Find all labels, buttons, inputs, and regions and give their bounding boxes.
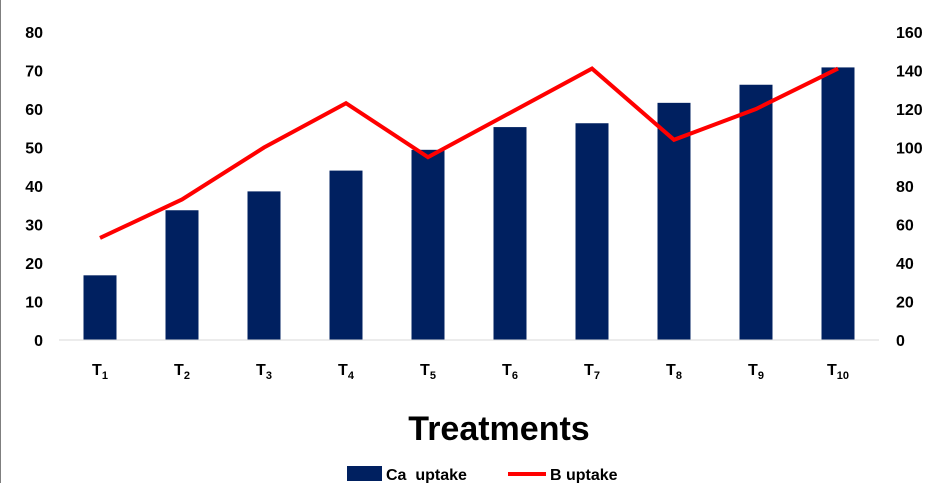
left-axis-tick-label: 20	[25, 256, 43, 273]
b-uptake-line	[99, 66, 839, 240]
x-axis-category-label: T5	[420, 362, 436, 382]
ca-uptake-bar	[493, 127, 527, 340]
legend-b-uptake-label: B uptake	[550, 467, 618, 483]
right-axis-tick-label: 0	[896, 333, 905, 350]
right-axis-tick-label: 20	[896, 295, 914, 312]
left-axis-tick-label: 30	[25, 218, 43, 235]
b-uptake-line-series	[99, 66, 839, 240]
x-axis-category-label: T1	[92, 362, 108, 382]
left-axis-tick-label: 10	[25, 295, 43, 312]
x-axis-category-label: T7	[584, 362, 600, 382]
right-axis-ticks: 0 20 40 60 80 100 120 140 160	[896, 25, 923, 350]
x-axis-category-label: T4	[338, 362, 355, 382]
left-axis-tick-label: 40	[25, 179, 43, 196]
right-axis-tick-label: 60	[896, 218, 914, 235]
left-axis-tick-label: 70	[25, 64, 43, 81]
x-axis-category-label: T3	[256, 362, 272, 382]
ca-uptake-bar	[83, 275, 117, 340]
right-axis-tick-label: 120	[896, 102, 923, 119]
x-axis-category-label: T2	[174, 362, 190, 382]
x-axis-category-label: T6	[502, 362, 518, 382]
right-axis-tick-label: 160	[896, 25, 923, 42]
x-axis-category-label: T8	[666, 362, 682, 382]
left-axis-tick-label: 0	[34, 333, 43, 350]
ca-uptake-bar	[657, 102, 691, 340]
x-axis-category-label: T10	[827, 362, 849, 382]
ca-uptake-bar	[247, 191, 281, 340]
x-axis-category-label: T9	[748, 362, 764, 382]
legend: Ca uptake B uptake	[347, 466, 618, 483]
left-axis-tick-label: 60	[25, 102, 43, 119]
ca-uptake-bar	[575, 123, 609, 341]
ca-uptake-bar	[165, 210, 199, 340]
ca-uptake-bar	[739, 84, 773, 341]
ca-uptake-bar	[329, 170, 363, 340]
right-axis-tick-label: 80	[896, 179, 914, 196]
x-axis-title: Treatments	[408, 410, 589, 448]
legend-ca-uptake-swatch	[347, 466, 382, 481]
right-axis-tick-label: 100	[896, 141, 923, 158]
ca-uptake-bars	[83, 67, 855, 341]
right-axis-tick-label: 40	[896, 256, 914, 273]
ca-uptake-bar	[821, 67, 855, 341]
left-axis-tick-label: 50	[25, 141, 43, 158]
x-axis-category-labels: T1 T2 T3 T4 T5 T6 T7 T8 T9 T10	[92, 362, 849, 382]
right-axis-tick-label: 140	[896, 64, 923, 81]
ca-uptake-bar	[411, 149, 445, 340]
left-axis-ticks: 0 10 20 30 40 50 60 70 80	[25, 25, 43, 350]
left-axis-tick-label: 80	[25, 25, 43, 42]
legend-ca-uptake-label: Ca uptake	[386, 467, 467, 483]
